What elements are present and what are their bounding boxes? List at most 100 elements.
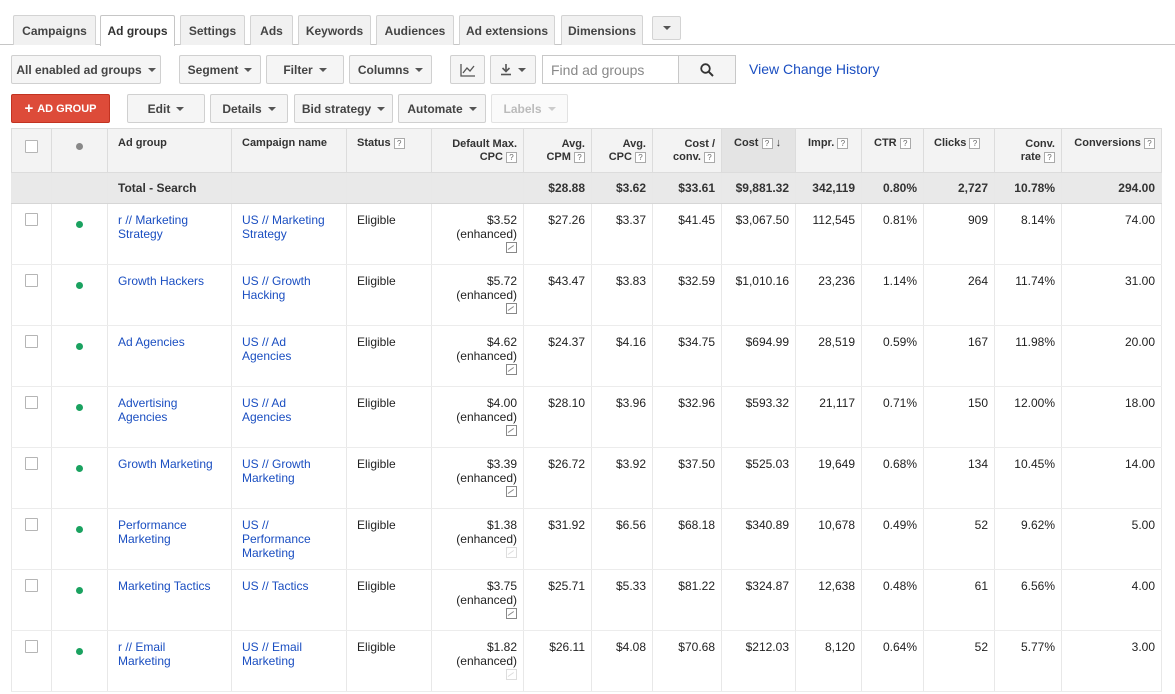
help-icon[interactable]: ? — [574, 151, 585, 163]
ad-group-link[interactable]: r // Marketing Strategy — [118, 213, 225, 241]
labels-dropdown[interactable]: Labels — [491, 94, 568, 123]
help-icon[interactable]: ? — [506, 151, 517, 163]
row-checkbox[interactable] — [25, 579, 38, 592]
campaign-link[interactable]: US //Performance Marketing — [242, 518, 340, 560]
details-dropdown[interactable]: Details — [210, 94, 288, 123]
table-row[interactable]: Growth Hackers US // Growth Hacking Eligi… — [11, 264, 1162, 326]
enabled-status-dot-icon[interactable] — [76, 221, 83, 228]
status-dot-header[interactable] — [51, 128, 108, 173]
header-conv-rate[interactable]: Conv. rate ? — [994, 128, 1062, 173]
tab-dimensions[interactable]: Dimensions — [561, 15, 643, 45]
campaign-link[interactable]: US // Marketing Strategy — [242, 213, 340, 241]
row-checkbox[interactable] — [25, 213, 38, 226]
header-clicks[interactable]: Clicks ? — [923, 128, 995, 173]
table-row[interactable]: Ad Agencies US // Ad Agencies Eligible $4… — [11, 325, 1162, 387]
add-ad-group-button[interactable]: + AD GROUP — [11, 94, 110, 123]
campaign-link[interactable]: US // Email Marketing — [242, 640, 340, 668]
campaign-link[interactable]: US // Growth Hacking — [242, 274, 340, 302]
help-icon[interactable]: ? — [899, 137, 911, 149]
enabled-status-dot-icon[interactable] — [76, 282, 83, 289]
view-change-history-link[interactable]: View Change History — [749, 61, 880, 77]
header-default-max-cpc[interactable]: Default Max. CPC ? — [431, 128, 524, 173]
header-impr[interactable]: Impr. ? — [795, 128, 862, 173]
enabled-status-dot-icon[interactable] — [76, 404, 83, 411]
help-icon[interactable]: ? — [393, 137, 405, 149]
default-max-cpc-cell[interactable]: $3.75 (enhanced) — [431, 569, 524, 631]
table-row[interactable]: r // Marketing Strategy US // Marketing St… — [11, 203, 1162, 265]
header-cost-per-conv[interactable]: Cost / conv. ? — [652, 128, 722, 173]
help-icon[interactable]: ? — [1144, 137, 1155, 149]
help-icon[interactable]: ? — [837, 137, 849, 149]
header-cost[interactable]: Cost ? ↓ — [721, 128, 796, 173]
help-icon[interactable]: ? — [969, 137, 981, 149]
enabled-status-dot-icon[interactable] — [76, 648, 83, 655]
ad-group-link[interactable]: Marketing Tactics — [118, 579, 225, 593]
bid-chart-icon[interactable] — [506, 242, 517, 253]
enabled-status-dot-icon[interactable] — [76, 587, 83, 594]
header-conversions[interactable]: Conversions ? — [1061, 128, 1162, 173]
header-ad-group[interactable]: Ad group — [107, 128, 232, 173]
default-max-cpc-cell[interactable]: $1.38 (enhanced) — [431, 508, 524, 570]
tab-audiences[interactable]: Audiences — [376, 15, 454, 45]
automate-dropdown[interactable]: Automate — [398, 94, 486, 123]
table-row[interactable]: Growth Marketing US // Growth Marketing E… — [11, 447, 1162, 509]
header-avg-cpm[interactable]: Avg. CPM ? — [523, 128, 592, 173]
columns-dropdown[interactable]: Columns — [349, 55, 432, 84]
row-checkbox[interactable] — [25, 396, 38, 409]
row-checkbox[interactable] — [25, 335, 38, 348]
search-button[interactable] — [678, 55, 736, 84]
tab-ads[interactable]: Ads — [250, 15, 293, 45]
chart-toggle-button[interactable] — [450, 55, 485, 84]
ad-group-link[interactable]: Growth Hackers — [118, 274, 225, 288]
bid-chart-icon[interactable] — [506, 669, 517, 680]
enabled-status-dot-icon[interactable] — [76, 343, 83, 350]
campaign-link[interactable]: US // Ad Agencies — [242, 335, 340, 363]
row-checkbox[interactable] — [25, 518, 38, 531]
tab-ad-extensions[interactable]: Ad extensions — [459, 15, 555, 45]
ad-group-link[interactable]: r // Email Marketing — [118, 640, 225, 668]
header-ctr[interactable]: CTR ? — [861, 128, 924, 173]
header-campaign-name[interactable]: Campaign name — [231, 128, 347, 173]
default-max-cpc-cell[interactable]: $4.00 (enhanced) — [431, 386, 524, 448]
ad-group-link[interactable]: Growth Marketing — [118, 457, 225, 471]
row-checkbox[interactable] — [25, 274, 38, 287]
select-all-checkbox[interactable] — [25, 140, 38, 153]
tab-settings[interactable]: Settings — [180, 15, 245, 45]
default-max-cpc-cell[interactable]: $3.39 (enhanced) — [431, 447, 524, 509]
bid-chart-icon[interactable] — [506, 608, 517, 619]
tab-keywords[interactable]: Keywords — [298, 15, 371, 45]
bid-chart-icon[interactable] — [506, 486, 517, 497]
tab-ad-groups[interactable]: Ad groups — [100, 15, 175, 46]
default-max-cpc-cell[interactable]: $5.72 (enhanced) — [431, 264, 524, 326]
more-tabs-button[interactable] — [652, 16, 681, 40]
campaign-link[interactable]: US // Growth Marketing — [242, 457, 340, 485]
default-max-cpc-cell[interactable]: $4.62 (enhanced) — [431, 325, 524, 387]
row-checkbox[interactable] — [25, 640, 38, 653]
campaign-link[interactable]: US // Tactics — [242, 579, 340, 593]
header-status[interactable]: Status ? — [346, 128, 432, 173]
filter-dropdown[interactable]: Filter — [266, 55, 344, 84]
default-max-cpc-cell[interactable]: $3.52 (enhanced) — [431, 203, 524, 265]
download-dropdown[interactable] — [490, 55, 536, 84]
bid-chart-icon[interactable] — [506, 364, 517, 375]
help-icon[interactable]: ? — [1044, 151, 1055, 163]
bid-strategy-dropdown[interactable]: Bid strategy — [294, 94, 393, 123]
table-row[interactable]: Advertising Agencies US // Ad Agencies Eli… — [11, 386, 1162, 448]
table-row[interactable]: Marketing Tactics US // Tactics Eligible… — [11, 569, 1162, 631]
bid-chart-icon[interactable] — [506, 425, 517, 436]
enabled-status-dot-icon[interactable] — [76, 526, 83, 533]
ad-group-link[interactable]: Ad Agencies — [118, 335, 225, 349]
segment-dropdown[interactable]: Segment — [179, 55, 261, 84]
tab-campaigns[interactable]: Campaigns — [13, 15, 96, 45]
help-icon[interactable]: ? — [704, 151, 715, 163]
row-checkbox[interactable] — [25, 457, 38, 470]
help-icon[interactable]: ? — [761, 137, 773, 149]
bid-chart-icon[interactable] — [506, 547, 517, 558]
ad-group-link[interactable]: Advertising Agencies — [118, 396, 225, 424]
enabled-status-dot-icon[interactable] — [76, 465, 83, 472]
help-icon[interactable]: ? — [635, 151, 646, 163]
campaign-link[interactable]: US // Ad Agencies — [242, 396, 340, 424]
table-row[interactable]: r // Email Marketing US // Email Marketing… — [11, 630, 1162, 692]
header-avg-cpc[interactable]: Avg. CPC ? — [591, 128, 653, 173]
bid-chart-icon[interactable] — [506, 303, 517, 314]
